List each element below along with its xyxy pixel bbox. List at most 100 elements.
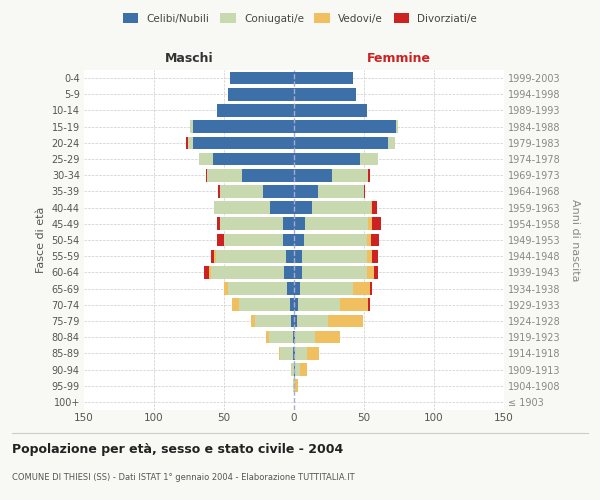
Bar bbox=[287, 282, 294, 295]
Bar bbox=[312, 202, 371, 214]
Bar bbox=[266, 331, 269, 344]
Bar bbox=[270, 202, 294, 214]
Bar bbox=[294, 380, 295, 392]
Bar bbox=[294, 347, 295, 360]
Bar bbox=[211, 266, 284, 278]
Bar bbox=[370, 282, 373, 295]
Bar bbox=[367, 250, 373, 262]
Bar bbox=[213, 152, 294, 166]
Bar bbox=[186, 136, 188, 149]
Bar bbox=[367, 234, 371, 246]
Text: Maschi: Maschi bbox=[164, 52, 214, 65]
Bar bbox=[294, 88, 356, 101]
Bar bbox=[293, 331, 294, 344]
Bar bbox=[228, 282, 287, 295]
Bar bbox=[291, 314, 294, 328]
Bar bbox=[294, 363, 295, 376]
Bar bbox=[215, 250, 286, 262]
Bar bbox=[218, 185, 220, 198]
Bar bbox=[353, 282, 370, 295]
Bar bbox=[294, 331, 295, 344]
Bar bbox=[295, 363, 299, 376]
Bar bbox=[193, 120, 294, 133]
Bar bbox=[217, 234, 224, 246]
Bar bbox=[283, 234, 294, 246]
Bar bbox=[214, 202, 270, 214]
Bar bbox=[299, 363, 307, 376]
Text: Popolazione per età, sesso e stato civile - 2004: Popolazione per età, sesso e stato civil… bbox=[12, 442, 343, 456]
Bar bbox=[242, 169, 294, 181]
Bar bbox=[293, 347, 294, 360]
Y-axis label: Anni di nascita: Anni di nascita bbox=[571, 198, 580, 281]
Bar bbox=[255, 314, 291, 328]
Bar bbox=[298, 298, 340, 311]
Bar bbox=[368, 169, 370, 181]
Bar bbox=[224, 282, 228, 295]
Bar bbox=[209, 266, 211, 278]
Bar bbox=[220, 218, 283, 230]
Bar bbox=[278, 347, 280, 360]
Bar bbox=[373, 202, 377, 214]
Bar bbox=[214, 250, 215, 262]
Bar bbox=[374, 266, 378, 278]
Y-axis label: Fasce di età: Fasce di età bbox=[36, 207, 46, 273]
Bar bbox=[228, 88, 294, 101]
Bar bbox=[360, 152, 378, 166]
Bar bbox=[304, 234, 367, 246]
Bar bbox=[332, 169, 368, 181]
Bar bbox=[263, 185, 294, 198]
Bar bbox=[297, 314, 328, 328]
Bar bbox=[294, 298, 298, 311]
Bar bbox=[305, 218, 368, 230]
Bar bbox=[373, 250, 378, 262]
Bar bbox=[294, 282, 299, 295]
Text: COMUNE DI THIESI (SS) - Dati ISTAT 1° gennaio 2004 - Elaborazione TUTTITALIA.IT: COMUNE DI THIESI (SS) - Dati ISTAT 1° ge… bbox=[12, 472, 355, 482]
Bar bbox=[294, 202, 312, 214]
Legend: Celibi/Nubili, Coniugati/e, Vedovi/e, Divorziati/e: Celibi/Nubili, Coniugati/e, Vedovi/e, Di… bbox=[119, 10, 481, 26]
Bar bbox=[293, 380, 294, 392]
Bar bbox=[371, 234, 379, 246]
Bar bbox=[371, 202, 373, 214]
Bar bbox=[230, 72, 294, 85]
Bar bbox=[340, 298, 368, 311]
Bar bbox=[286, 250, 294, 262]
Bar bbox=[328, 314, 362, 328]
Bar bbox=[224, 234, 283, 246]
Bar bbox=[302, 250, 367, 262]
Bar bbox=[294, 120, 396, 133]
Bar bbox=[294, 314, 297, 328]
Bar bbox=[295, 380, 298, 392]
Bar bbox=[190, 120, 193, 133]
Bar bbox=[388, 136, 395, 149]
Bar bbox=[207, 169, 242, 181]
Text: Femmine: Femmine bbox=[367, 52, 431, 65]
Bar bbox=[205, 266, 209, 278]
Bar bbox=[295, 347, 307, 360]
Bar bbox=[290, 298, 294, 311]
Bar bbox=[294, 72, 353, 85]
Bar bbox=[294, 234, 304, 246]
Bar bbox=[199, 152, 213, 166]
Bar bbox=[294, 266, 302, 278]
Bar bbox=[294, 218, 305, 230]
Bar bbox=[396, 120, 398, 133]
Bar bbox=[220, 185, 263, 198]
Bar bbox=[188, 136, 193, 149]
Bar bbox=[299, 282, 353, 295]
Bar bbox=[364, 185, 365, 198]
Bar bbox=[239, 298, 290, 311]
Bar bbox=[302, 266, 367, 278]
Bar bbox=[280, 347, 293, 360]
Bar bbox=[315, 331, 340, 344]
Bar bbox=[318, 185, 364, 198]
Bar bbox=[368, 298, 370, 311]
Bar bbox=[284, 266, 294, 278]
Bar bbox=[193, 136, 294, 149]
Bar bbox=[217, 104, 294, 117]
Bar bbox=[368, 218, 373, 230]
Bar bbox=[251, 314, 255, 328]
Bar bbox=[206, 169, 207, 181]
Bar bbox=[291, 363, 294, 376]
Bar bbox=[269, 331, 293, 344]
Bar bbox=[294, 250, 302, 262]
